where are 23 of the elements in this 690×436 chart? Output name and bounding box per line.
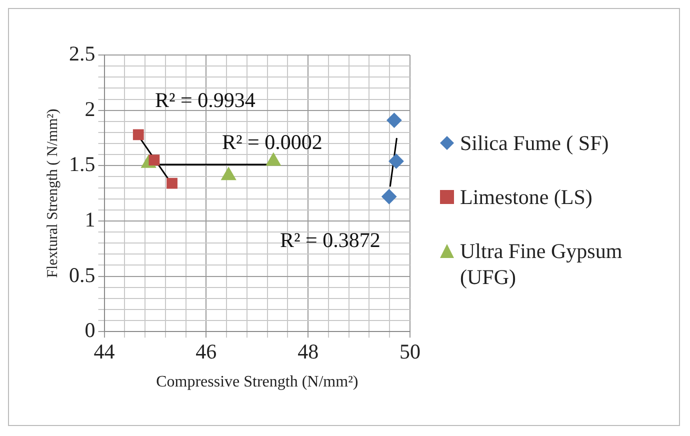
y-tick-label: 0 (84, 318, 96, 342)
annotation: R² = 0.9934 (155, 88, 256, 113)
y-tick-label: 1.5 (69, 152, 96, 176)
annotation: R² = 0.3872 (280, 228, 380, 253)
legend-label: Silica Fume ( SF) (460, 130, 609, 156)
y-tick-label: 2 (84, 96, 96, 121)
x-axis-title: Compressive Strength (N/mm²) (156, 374, 358, 391)
x-tick-label: 48 (298, 340, 319, 364)
legend-label: Ultra Fine Gypsum (UFG) (460, 238, 624, 290)
y-axis-title: Flextural Strength ( N/mm²) (44, 108, 61, 278)
y-tick-label: 0.5 (69, 262, 96, 287)
annotation: R² = 0.0002 (222, 130, 322, 155)
point (166, 178, 178, 189)
x-tick-label: 46 (196, 340, 217, 364)
x-tick-label: 44 (94, 340, 116, 364)
y-tick-label: 1 (84, 207, 96, 232)
point (388, 154, 404, 169)
point (132, 129, 144, 140)
point (386, 112, 402, 128)
x-tick-label: 50 (400, 340, 420, 364)
y-tick-label: 2.5 (69, 42, 96, 66)
point (382, 189, 397, 204)
legend-label: Limestone (LS) (460, 184, 592, 210)
